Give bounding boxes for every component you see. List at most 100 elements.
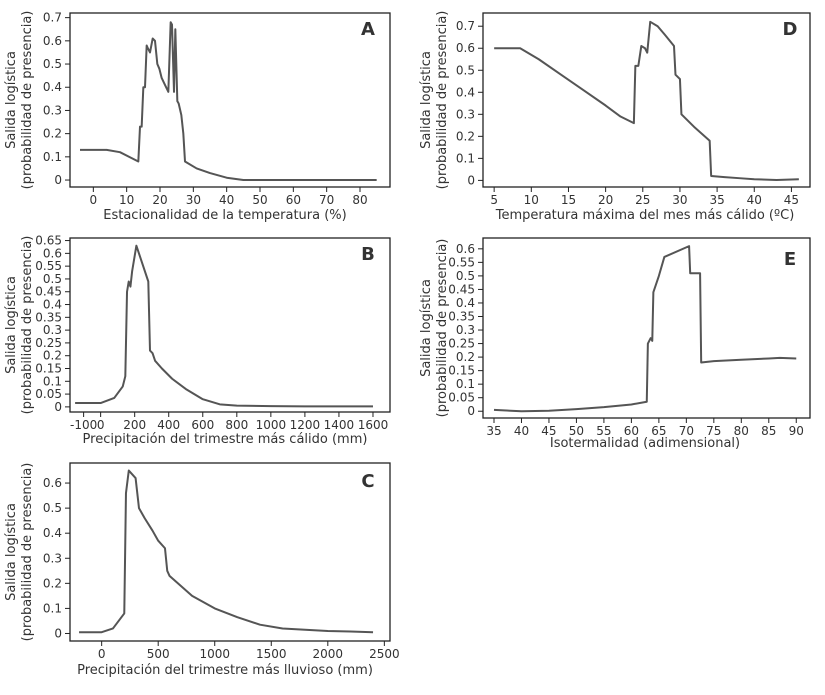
x-tick-label: 55 <box>596 424 611 438</box>
x-tick-label: 25 <box>635 193 650 207</box>
panel-e-frame <box>482 237 811 419</box>
y-axis-title-line: (probabilidad de presencia) <box>20 236 35 415</box>
x-axis-title: Estacionalidad de la temperatura (%) <box>103 208 346 223</box>
y-tick-label: 0.6 <box>456 41 475 55</box>
y-tick-label: 0 <box>54 173 62 187</box>
y-tick-label: 0.6 <box>43 34 62 48</box>
y-tick-label: 0.2 <box>456 350 475 364</box>
panel-a: 0 10 20 30 40 50 60 70 80 0 0.1 0.2 0.3 0.4 0.5 0.6 0.7 E… <box>4 11 391 223</box>
x-tick-label: 0 <box>98 647 106 661</box>
y-tick-label: 0.1 <box>456 377 475 391</box>
y-axis-title: Salida logística(probabilidad de presenc… <box>4 11 35 190</box>
x-tick-label: 1500 <box>256 647 287 661</box>
y-axis-title: Salida logística(probabilidad de presenc… <box>419 239 450 418</box>
y-tick-label: 0.2 <box>43 127 62 141</box>
y-tick-label: 0.4 <box>456 85 475 99</box>
panel-b: -100 0 200 400 600 800 1000 1200 1400 160000.050.… <box>4 234 391 447</box>
y-axis-title-line: Salida logística <box>419 51 434 149</box>
x-tick-label: 1200 <box>290 418 321 432</box>
panel-b-frame <box>69 237 391 413</box>
panel-letter: D <box>783 19 798 40</box>
y-tick-label: 0.25 <box>35 336 62 350</box>
y-tick-label: 0.45 <box>448 282 475 296</box>
y-tick-label: 0.2 <box>43 576 62 590</box>
x-tick-label: 70 <box>319 193 334 207</box>
y-tick-label: 0.4 <box>43 526 62 540</box>
x-tick-label: 80 <box>352 193 367 207</box>
y-tick-label: 0.3 <box>43 103 62 117</box>
y-tick-label: 0.4 <box>43 298 62 312</box>
panel-a-frame <box>69 12 391 188</box>
x-tick-label: 40 <box>219 193 234 207</box>
y-tick-label: 0.65 <box>35 234 62 248</box>
x-tick-label: 200 <box>123 418 146 432</box>
x-tick-label: 2500 <box>369 647 400 661</box>
y-tick-label: 0.05 <box>35 387 62 401</box>
y-tick-label: 0.55 <box>35 259 62 273</box>
x-tick-label: 50 <box>569 424 584 438</box>
x-tick-label: 800 <box>225 418 248 432</box>
y-tick-label: 0.2 <box>456 129 475 143</box>
x-tick-label: 30 <box>186 193 201 207</box>
x-tick-label: 60 <box>624 424 639 438</box>
y-tick-label: 0 <box>54 400 62 414</box>
x-tick-label: 10 <box>524 193 539 207</box>
x-tick-label: 400 <box>157 418 180 432</box>
y-tick-label: 0.45 <box>35 285 62 299</box>
panel-c-frame <box>69 462 391 642</box>
panel-e: 35 40 45 50 55 60 65 70 75 80 85 9000.050.10.150.20… <box>419 237 811 451</box>
panel-letter: A <box>361 19 375 40</box>
x-tick-label: 50 <box>252 193 267 207</box>
x-tick-label: 40 <box>514 424 529 438</box>
y-tick-label: 0.55 <box>448 255 475 269</box>
x-tick-label: 1000 <box>199 647 230 661</box>
y-axis-title-line: (probabilidad de presencia) <box>435 239 450 418</box>
x-tick-label: 65 <box>651 424 666 438</box>
y-tick-label: 0.6 <box>456 242 475 256</box>
x-tick-label: 70 <box>679 424 694 438</box>
y-tick-label: 0.6 <box>43 476 62 490</box>
x-tick-label: 10 <box>119 193 134 207</box>
y-tick-label: 0.35 <box>448 309 475 323</box>
response-curve <box>493 245 797 413</box>
y-tick-label: 0.4 <box>456 296 475 310</box>
x-tick-label: 1600 <box>358 418 389 432</box>
x-tick-label: 15 <box>561 193 576 207</box>
x-axis-title: Precipitación del trimestre más lluvioso… <box>77 663 373 678</box>
x-tick-label: 30 <box>672 193 687 207</box>
y-axis-title-line: Salida logística <box>419 279 434 377</box>
y-axis-title-line: Salida logística <box>4 276 19 374</box>
response-curve <box>79 469 374 634</box>
y-tick-label: 0.5 <box>456 269 475 283</box>
y-tick-label: 0.4 <box>43 80 62 94</box>
x-tick-label: 85 <box>761 424 776 438</box>
y-tick-label: 0.1 <box>43 601 62 615</box>
x-tick-label: -100 <box>70 418 97 432</box>
x-axis-title: Precipitación del trimestre más cálido (… <box>83 432 368 447</box>
y-axis-title-line: (probabilidad de presencia) <box>435 11 450 190</box>
response-curve <box>494 20 799 181</box>
panel-letter: E <box>784 249 796 270</box>
y-tick-label: 0.7 <box>456 19 475 33</box>
y-tick-label: 0.3 <box>456 107 475 121</box>
y-tick-label: 0.2 <box>43 349 62 363</box>
panel-d: 5 10 15 20 25 30 35 40 45 0 0.1 0.2 0.3 0.4 0.5 0.6 0.7 T… <box>419 11 811 223</box>
x-tick-label: 60 <box>286 193 301 207</box>
panel-c: 0 500 1000 1500 2000 2500 0 0.1 0.2 0.3 0.4 0.5 0.6 P… <box>4 462 400 678</box>
x-tick-label: 40 <box>747 193 762 207</box>
y-axis-title-line: (probabilidad de presencia) <box>20 463 35 642</box>
y-tick-label: 0.5 <box>43 272 62 286</box>
y-tick-label: 0.7 <box>43 11 62 25</box>
x-tick-label: 35 <box>486 424 501 438</box>
y-axis-title-line: (probabilidad de presencia) <box>20 11 35 190</box>
x-tick-label: 0 <box>90 193 98 207</box>
y-tick-label: 0.6 <box>43 246 62 260</box>
y-tick-label: 0.25 <box>448 337 475 351</box>
y-tick-label: 0.5 <box>43 501 62 515</box>
y-axis-title-line: Salida logística <box>4 503 19 601</box>
x-tick-label: 20 <box>152 193 167 207</box>
x-tick-label: 35 <box>709 193 724 207</box>
x-tick-label: 500 <box>147 647 170 661</box>
x-tick-label: 5 <box>490 193 498 207</box>
